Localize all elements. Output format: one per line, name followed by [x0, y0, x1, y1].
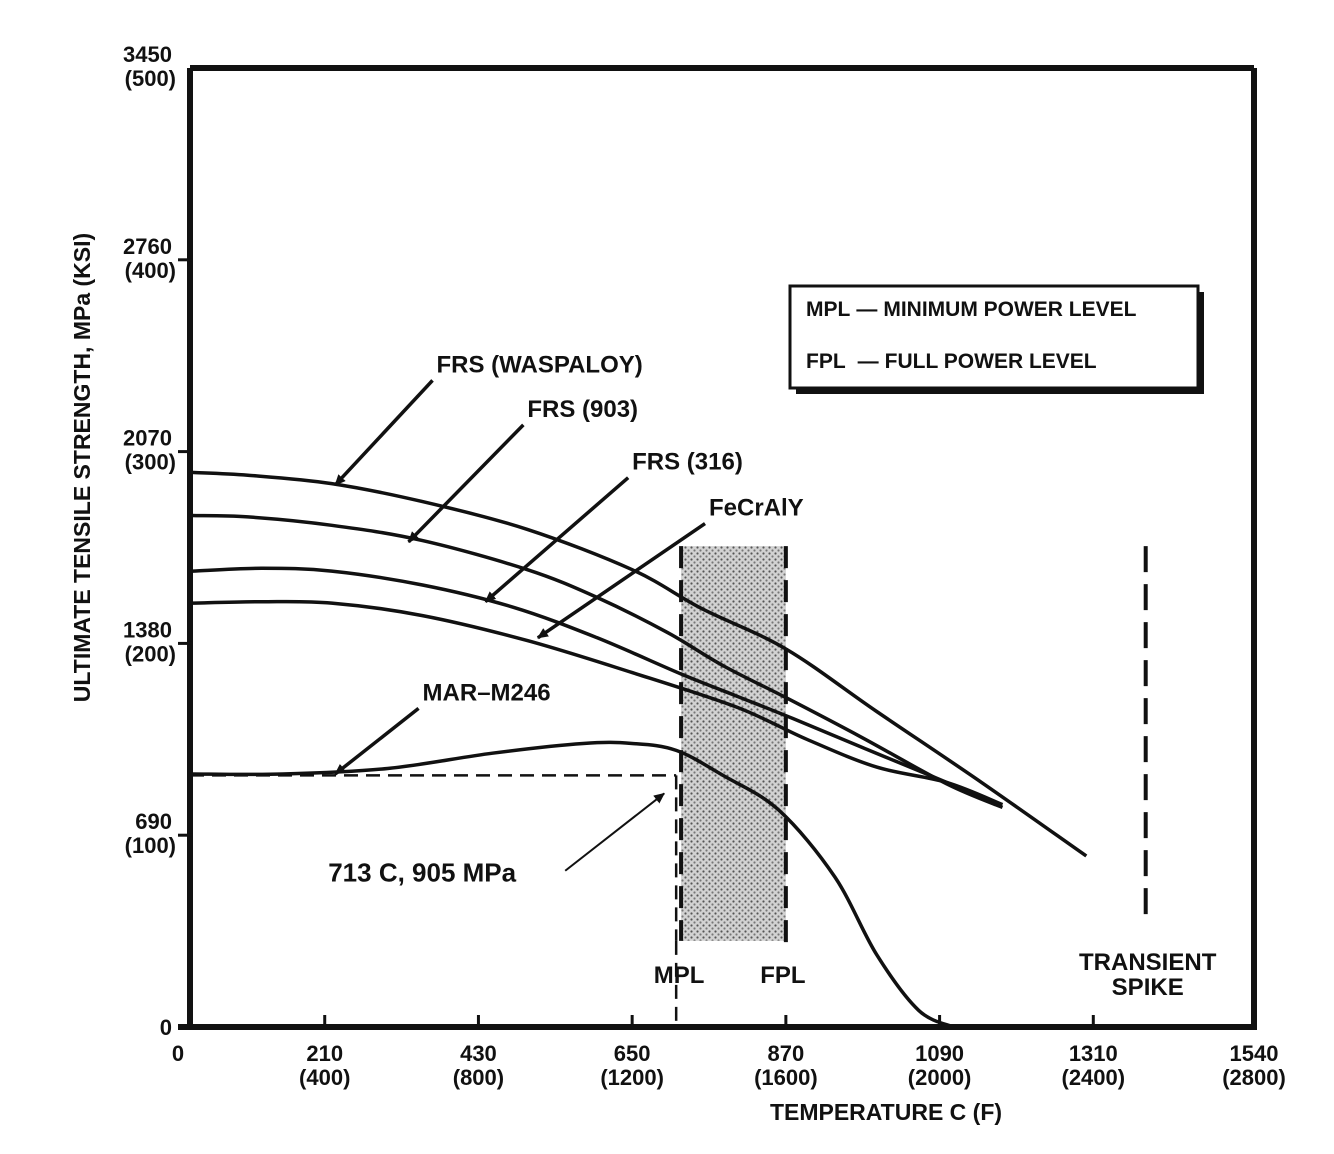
x-tick-label: 210 [306, 1041, 343, 1066]
x-tick-sublabel: (800) [453, 1065, 504, 1090]
legend-box [788, 284, 1200, 390]
legend-mpl-sep: — [856, 298, 877, 321]
x-tick-sublabel: (1600) [754, 1065, 818, 1090]
x-axis-title: TEMPERATURE C (F) [770, 1099, 1002, 1125]
series-label-frs-316: FRS (316) [632, 449, 743, 476]
series-label-fecraly: FeCrAlY [709, 495, 804, 522]
y-axis-title: ULTIMATE TENSILE STRENGTH, MPa (KSI) [69, 233, 95, 702]
series-label-frs-waspaloy: FRS (WASPALOY) [437, 351, 643, 378]
y-tick-sublabel: (300) [125, 450, 176, 475]
power-band [674, 546, 788, 1023]
x-tick-label: 0 [172, 1041, 184, 1066]
x-axis-ticks: 0 210(400)430(800)650(1200)870(1600)1090(… [172, 1015, 1286, 1090]
y-tick-label: 0 [160, 1015, 172, 1040]
x-tick-sublabel: (2800) [1222, 1065, 1286, 1090]
series-arrow-frs-903 [407, 423, 525, 544]
x-tick-label: 1540 [1230, 1041, 1279, 1066]
legend-fpl-text: FULL POWER LEVEL [885, 350, 1097, 373]
mpl-band-label: MPL [654, 962, 705, 989]
y-tick-sublabel: (500) [125, 66, 176, 91]
x-tick-sublabel: (2400) [1062, 1065, 1126, 1090]
series-arrow-frs-316 [484, 476, 630, 604]
legend-mpl-abbr: MPL [806, 298, 851, 321]
reference-point-label: 713 C, 905 MPa [328, 858, 516, 888]
legend-fpl-sep: — [858, 350, 879, 373]
series-arrow-frs-waspaloy [333, 379, 434, 487]
reference-leader-line [564, 792, 665, 872]
x-tick-sublabel: (2000) [908, 1065, 972, 1090]
x-tick-label: 430 [460, 1041, 497, 1066]
y-tick-label: 1380 [123, 617, 172, 642]
x-tick-label: 870 [768, 1041, 805, 1066]
legend-fpl-abbr: FPL [806, 350, 846, 373]
series-group [191, 470, 1088, 1029]
plot-frame [178, 65, 1257, 1030]
series-line-frs-316 [191, 566, 997, 807]
series-labels: FRS (WASPALOY) FRS (903) FRS (316) FeCrAlY M… [333, 351, 804, 776]
series-line-frs-waspaloy [191, 470, 1088, 858]
x-tick-label: 650 [614, 1041, 651, 1066]
series-arrow-mar-m246 [334, 707, 420, 776]
y-tick-sublabel: (100) [125, 833, 176, 858]
x-tick-sublabel: (1200) [600, 1065, 664, 1090]
series-line-frs-903 [191, 513, 1004, 810]
series-line-fecraly [191, 599, 1004, 807]
series-label-frs-903: FRS (903) [527, 396, 638, 423]
y-tick-sublabel: (200) [125, 641, 176, 666]
x-tick-label: 1090 [915, 1041, 964, 1066]
y-tick-label: 3450 [123, 42, 172, 67]
x-tick-label: 1310 [1069, 1041, 1118, 1066]
transient-spike-label-line1: TRANSIENT [1079, 949, 1217, 976]
series-line-mar-m246 [191, 740, 955, 1029]
y-axis-ticks: 0 690(100) 1380(200) 2070(300) 2760(400) 3450… [123, 42, 192, 1040]
power-band-area [681, 546, 786, 941]
fpl-band-label: FPL [760, 962, 805, 989]
legend: MPL — MINIMUM POWER LEVEL FPL — FULL POWER L… [788, 284, 1204, 394]
legend-entry-fpl: FPL — FULL POWER LEVEL [806, 350, 1097, 373]
y-tick-label: 2760 [123, 234, 172, 259]
transient-spike-label-line2: SPIKE [1112, 974, 1184, 1001]
series-label-mar-m246: MAR–M246 [423, 679, 551, 706]
y-tick-label: 2070 [123, 426, 172, 451]
series-arrow-fecraly [536, 522, 707, 640]
legend-mpl-text: MINIMUM POWER LEVEL [883, 298, 1136, 321]
y-tick-sublabel: (400) [125, 258, 176, 283]
legend-entry-mpl: MPL — MINIMUM POWER LEVEL [806, 298, 1137, 321]
x-tick-sublabel: (400) [299, 1065, 350, 1090]
y-tick-label: 690 [135, 809, 172, 834]
